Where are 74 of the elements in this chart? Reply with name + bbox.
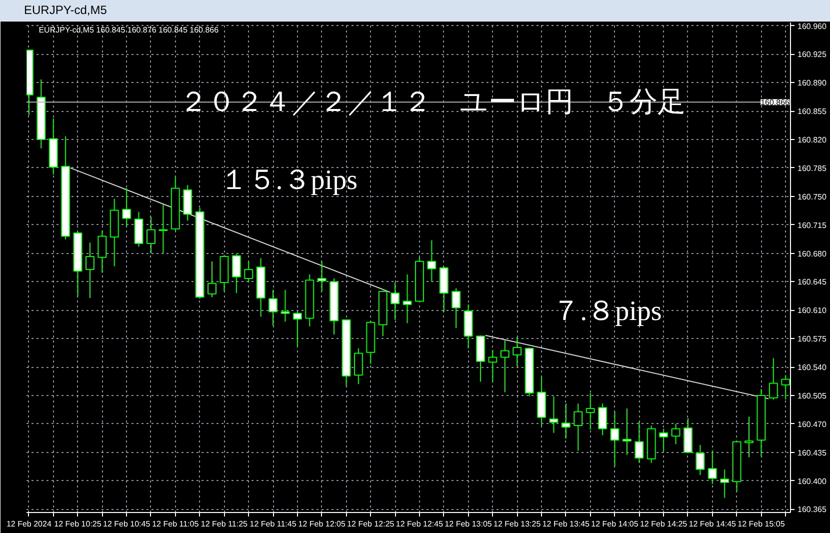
candlestick [122, 188, 132, 227]
candlestick [549, 396, 558, 434]
x-tick-label: 12 Feb 11:05 [152, 520, 200, 528]
y-tick-label: 160.575 [798, 334, 827, 344]
y-tick-label: 160.470 [798, 420, 827, 429]
y-tick-label: 160.785 [798, 164, 827, 173]
candlestick [744, 416, 754, 458]
x-tick-label: 12 Feb 10:25 [54, 520, 102, 528]
x-tick-label: 12 Feb 13:05 [444, 520, 492, 528]
candlestick [622, 408, 632, 456]
y-tick-label: 160.540 [798, 363, 827, 372]
candlestick [452, 288, 461, 329]
candlestick [232, 254, 241, 294]
candlestick [561, 403, 570, 440]
candlestick [402, 274, 412, 324]
candlestick [390, 282, 400, 320]
ref-line-label: 160.866 [760, 98, 790, 108]
candlestick [488, 349, 498, 382]
candlestick [317, 260, 326, 292]
candlestick [158, 204, 168, 254]
candlestick [280, 289, 290, 322]
y-tick-label: 160.400 [798, 476, 827, 486]
candlestick [671, 423, 680, 445]
candlestick [659, 428, 668, 452]
candlestick [708, 450, 717, 485]
annotation: １５.３pips [220, 164, 358, 196]
y-tick-label: 160.925 [798, 50, 827, 60]
y-tick-label: 160.610 [798, 306, 827, 316]
y-tick-label: 160.645 [798, 278, 827, 287]
y-tick-label: 160.855 [798, 107, 827, 116]
candlestick [696, 444, 705, 476]
annotation: ７.８pips [552, 296, 662, 328]
chart-subtitle: EURJPY-cd,M5 160.845 160.876 160.845 160.866 [38, 25, 220, 34]
y-tick-label: 160.715 [798, 220, 827, 230]
x-tick-label: 12 Feb 12:25 [347, 520, 395, 528]
x-tick-label: 12 Feb 11:45 [250, 520, 297, 528]
y-tick-label: 160.960 [798, 22, 827, 31]
y-tick-label: 160.365 [798, 505, 827, 514]
candlestick [354, 348, 363, 385]
x-tick-label: 12 Feb 13:45 [542, 520, 590, 528]
candlestick [634, 420, 644, 464]
x-tick-label: 12 Feb 15:05 [738, 520, 786, 528]
x-tick-label: 12 Feb 10:45 [103, 520, 151, 528]
x-tick-label: 12 Feb 14:25 [640, 520, 688, 528]
text: EURJPY-cd,M5 [24, 2, 107, 19]
candlestick [244, 260, 254, 282]
y-tick-label: 160.890 [798, 78, 827, 88]
y-tick-label: 160.750 [798, 192, 827, 202]
candlestick [98, 230, 107, 274]
x-tick-label: 12 Feb 14:45 [688, 520, 737, 528]
x-tick-label: 12 Feb 13:25 [494, 520, 542, 528]
candlestick [292, 311, 302, 348]
candlestick [598, 403, 608, 436]
y-tick-label: 160.505 [798, 391, 827, 400]
candlestick [500, 340, 510, 393]
candlestick [768, 358, 778, 400]
candlestick [268, 289, 278, 326]
x-tick-label: 12 Feb 2024 [6, 520, 52, 528]
candlestick [720, 468, 730, 498]
candlestick [574, 403, 583, 452]
candlestick [208, 260, 216, 298]
y-tick-label: 160.820 [798, 136, 827, 145]
candlestick [146, 216, 156, 254]
x-tick-label: 12 Feb 12:05 [298, 520, 346, 528]
candlestick [85, 242, 94, 298]
x-tick-label: 12 Feb 11:25 [200, 520, 248, 528]
x-tick-label: 12 Feb 14:05 [591, 520, 639, 528]
candlestick [610, 411, 620, 467]
x-tick-label: 12 Feb 12:45 [396, 520, 444, 528]
y-tick-label: 160.680 [798, 249, 827, 258]
candlestick [586, 392, 595, 430]
y-tick-label: 160.435 [798, 448, 827, 458]
candlestick [427, 240, 436, 282]
candlestick [512, 336, 522, 367]
